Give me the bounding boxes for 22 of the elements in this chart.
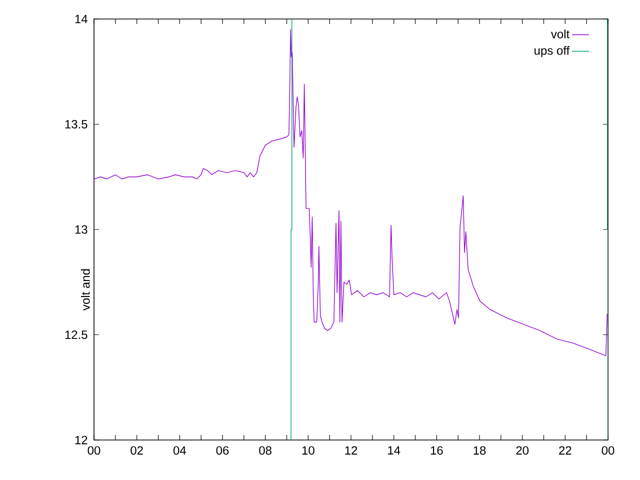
y-tick-label: 13 (75, 225, 88, 234)
x-tick-label: 02 (130, 446, 143, 455)
x-tick-label: 00 (602, 446, 614, 455)
x-tick-label: 00 (88, 446, 100, 455)
x-tick-label: 12 (345, 446, 358, 455)
x-tick-label: 06 (216, 446, 229, 455)
x-tick-label: 20 (516, 446, 529, 455)
y-tick-label: 12 (75, 436, 88, 444)
legend-label: ups off (534, 46, 570, 58)
x-tick-label: 08 (259, 446, 272, 455)
y-tick-label: 13.5 (65, 120, 88, 128)
x-tick-label: 10 (302, 446, 314, 455)
y-tick-label: 14 (75, 14, 88, 24)
y-axis-title: volt and (80, 269, 90, 310)
x-tick-label: 14 (388, 446, 400, 454)
x-tick-label: 04 (173, 446, 186, 455)
x-tick-label: 22 (559, 446, 572, 455)
x-tick-label: 18 (474, 446, 486, 455)
x-tick-label: 16 (430, 446, 443, 455)
y-tick-label: 12.5 (65, 330, 88, 339)
legend-label: volt (550, 30, 570, 38)
line-series (94, 29, 608, 356)
